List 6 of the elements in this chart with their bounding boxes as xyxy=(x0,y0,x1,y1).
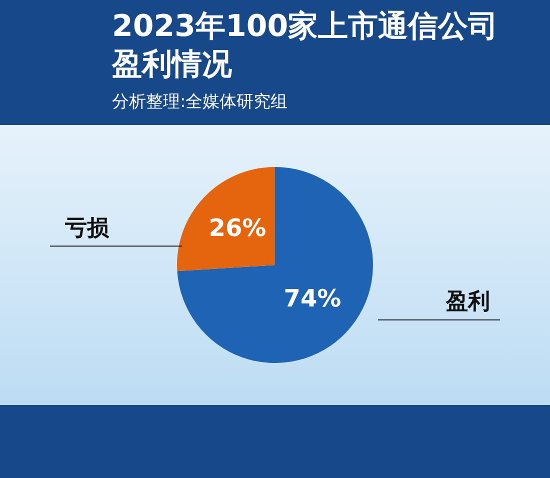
chart-title: 2023年100家上市通信公司盈利情况 xyxy=(112,8,500,84)
slice-label: 亏损 xyxy=(64,216,110,241)
chart-subtitle: 分析整理:全媒体研究组 xyxy=(112,91,288,113)
slice-label: 盈利 xyxy=(445,290,490,315)
data-label: 26% xyxy=(208,214,266,242)
data-label: 74% xyxy=(284,284,342,312)
